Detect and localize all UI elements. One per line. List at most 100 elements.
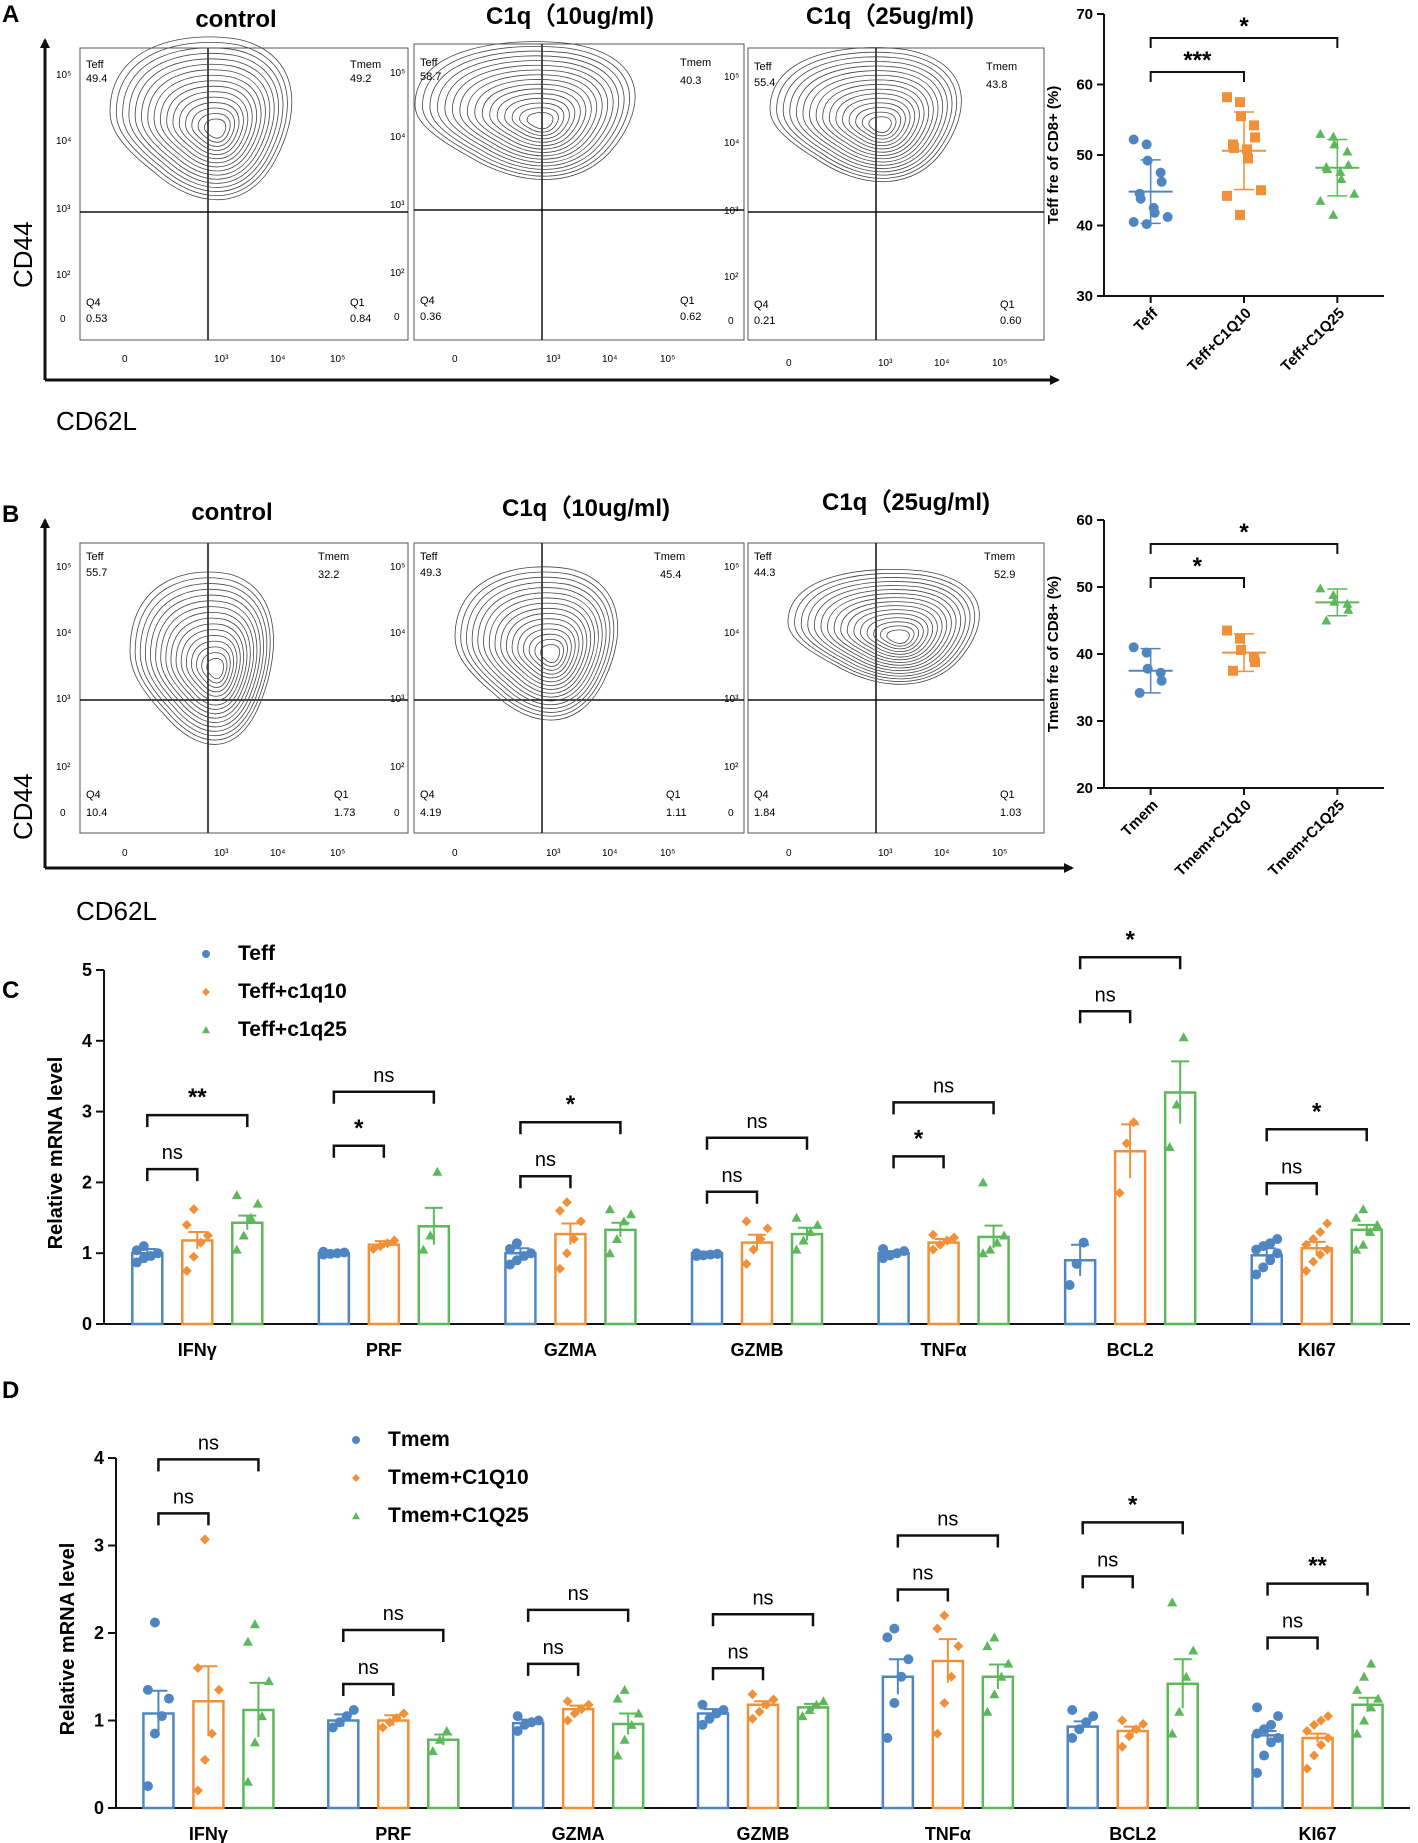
significance-bracket [1266,1636,1319,1650]
quadrant-label: Tmem [984,551,1015,563]
data-point [348,1705,359,1715]
data-point [1141,139,1152,150]
significance-bracket [1266,1582,1369,1596]
bar [604,1228,637,1326]
bar [796,1706,830,1810]
data-point [992,1237,1003,1247]
quadrant-label: Tmem [318,551,349,563]
data-point [1235,209,1245,220]
contour-density [129,571,274,745]
data-point [1321,615,1332,625]
data-point [1088,1711,1099,1722]
contour-line [815,79,929,160]
significance-bracket [705,1190,759,1204]
flow-y-tick: 10⁴ [390,132,405,143]
legend-label: Tmem+C1Q25 [388,1504,529,1527]
legend-marker [352,1436,360,1444]
data-point [712,1248,723,1259]
contour-line [460,571,615,717]
data-point [391,1712,402,1723]
data-point [1117,1741,1128,1752]
contour-line [523,628,572,675]
data-point [604,1204,615,1214]
data-point [1315,1249,1326,1260]
x-category-label: KI67 [1298,1340,1336,1360]
contour-line [451,64,609,163]
contour-line [489,88,581,147]
data-point [1366,1658,1377,1668]
contour-line [454,566,619,721]
contour-line [505,613,584,686]
data-point [1074,1724,1085,1735]
contour-line [886,629,910,644]
data-point [1235,633,1245,644]
flow-y-tick: 10² [56,762,71,773]
significance-bracket [711,1667,765,1681]
flow-x-tick: 10⁵ [660,848,675,859]
data-point [1328,209,1339,219]
data-point [899,1246,910,1257]
y-tick-label: 40 [1076,646,1093,663]
data-point [1067,1705,1078,1715]
data-point [434,1734,445,1744]
x-category-label: BCL2 [1107,1340,1154,1360]
data-point [1128,134,1139,145]
data-point [791,1212,802,1222]
data-point [1178,1032,1189,1042]
quadrant-value: 0.60 [1000,315,1021,327]
contour-line [848,102,906,143]
contour-line [172,91,249,160]
data-point [878,1243,889,1254]
contour-line [147,69,266,176]
contour-line [155,600,258,723]
data-point [427,1746,438,1756]
quadrant-label: Q4 [754,299,769,311]
data-point [1222,92,1232,103]
data-point [1301,1265,1312,1276]
data-point [1266,1719,1277,1730]
legend-label: Tmem [388,1428,450,1451]
contour-line [828,88,920,153]
significance-label: ns [752,1587,773,1609]
flow-title-c1q25: C1q（25ug/ml) [822,489,990,516]
contour-line [197,113,231,143]
contour-line [807,581,966,677]
y-tick-label: 2 [82,1172,92,1192]
x-category-label: BCL2 [1109,1824,1156,1843]
quadrant-label: Teff [420,551,438,563]
significance-bracket [896,1534,1000,1548]
quadrant-value: 1.73 [334,807,355,819]
contour-line [860,613,929,655]
significance-label: ns [198,1432,219,1454]
flow-x-tick: 10⁴ [270,354,285,365]
quadrant-value: 10.4 [86,807,107,819]
legend-marker [352,1512,360,1520]
data-point [626,1719,637,1729]
data-point [384,1717,395,1728]
data-point [1138,1719,1149,1729]
contour-line [794,573,976,682]
contour-line [185,102,240,151]
contour-line [109,36,293,201]
data-point [389,1235,400,1246]
quadrant-value: 1.11 [666,807,687,819]
data-point [1252,1702,1263,1713]
data-point [1308,1256,1319,1267]
significance-label: ns [933,1075,954,1097]
contour-line [165,611,251,715]
contour-line [159,80,257,168]
data-point [1315,583,1326,593]
contour-line [820,589,957,672]
flow-y-tick: 10² [390,762,405,773]
tmem-frequency-scatter-chart: 20 30 40 50 60 Tmem fre of CD8+ (%) Tmem Tmem+C… [1045,512,1384,880]
data-point [1308,1234,1319,1245]
bar [327,1719,360,1810]
flow-x-tick: 10⁵ [330,354,345,365]
x-category-label: Teff [1131,304,1162,335]
data-point [1251,1269,1262,1280]
bar [1351,1703,1384,1810]
legend-marker [202,1026,210,1034]
significance-bracket [1265,1182,1318,1196]
data-point [1188,1645,1199,1655]
data-point [1352,1684,1363,1694]
